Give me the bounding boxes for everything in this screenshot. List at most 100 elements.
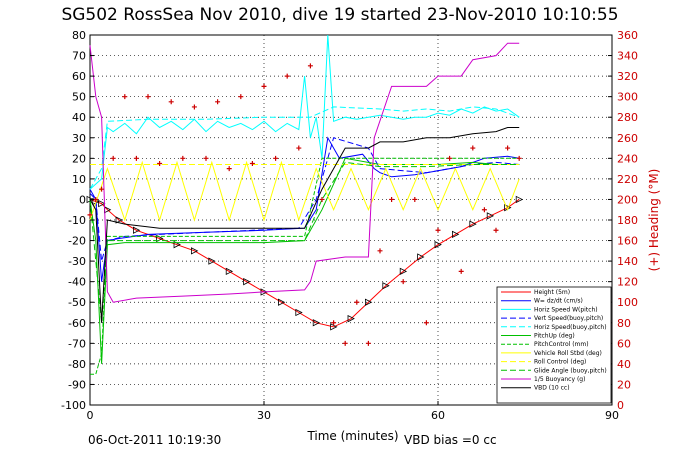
heading-point xyxy=(110,155,116,161)
legend: Height (5m) W= dz/dt (cm/s)Horiz Speed W(… xyxy=(496,286,612,404)
left-tick-label: -80 xyxy=(68,358,86,371)
height-marker xyxy=(278,298,286,306)
series-line-w xyxy=(89,136,520,282)
right-tick-label: 80 xyxy=(617,317,631,330)
grid xyxy=(90,35,612,405)
left-tick-label: -30 xyxy=(68,255,86,268)
heading-point xyxy=(238,94,244,100)
height-marker xyxy=(452,230,460,239)
heading-point xyxy=(354,299,360,305)
left-tick-label: -70 xyxy=(68,337,86,350)
height-marker xyxy=(191,247,199,255)
x-tick-label: 60 xyxy=(431,409,445,422)
height-marker xyxy=(295,308,303,317)
height-marker xyxy=(98,199,106,208)
heading-point xyxy=(319,196,325,202)
height-marker xyxy=(115,216,123,224)
heading-point xyxy=(168,99,174,105)
x-tick-label: 0 xyxy=(87,409,94,422)
right-axis-ticks: 3603403203002802602402202001801601401201… xyxy=(608,29,638,412)
right-tick-label: 360 xyxy=(617,29,638,42)
series-line-horz_w xyxy=(89,34,520,190)
right-tick-label: 340 xyxy=(617,50,638,63)
height-marker xyxy=(225,267,234,276)
legend-label-vert_buoy: Vert Speed(buoy,pitch) xyxy=(534,315,603,322)
heading-point xyxy=(261,83,267,89)
heading-point xyxy=(226,166,232,172)
left-tick-label: 70 xyxy=(72,50,86,63)
legend-label-height: Height (5m) xyxy=(534,289,570,296)
x-tick-label: 30 xyxy=(257,409,271,422)
heading-point xyxy=(122,94,128,100)
left-tick-label: 30 xyxy=(72,132,86,145)
heading-point xyxy=(423,320,429,326)
heading-point xyxy=(516,155,522,161)
height-marker xyxy=(243,278,251,286)
height-marker xyxy=(417,253,425,261)
legend-label-vehicle_roll: Vehicle Roll Stbd (deg) xyxy=(534,350,602,357)
heading-point xyxy=(458,268,464,274)
right-tick-label: 140 xyxy=(617,255,638,268)
heading-point xyxy=(133,155,139,161)
height-marker xyxy=(399,267,408,276)
heading-point xyxy=(342,340,348,346)
x-axis-label: Time (minutes) xyxy=(306,429,398,443)
series-line-buoyancy xyxy=(89,42,520,303)
left-tick-label: 50 xyxy=(72,91,86,104)
heading-point xyxy=(203,155,209,161)
left-tick-label: 60 xyxy=(72,70,86,83)
right-tick-label: 260 xyxy=(617,132,638,145)
right-axis-label: (+) Heading (°M) xyxy=(647,169,661,272)
heading-point xyxy=(400,279,406,285)
heading-point xyxy=(505,145,511,151)
right-tick-label: 320 xyxy=(617,70,638,83)
heading-point xyxy=(481,207,487,213)
height-marker xyxy=(208,257,216,265)
legend-label-horz_w: Horiz Speed W(pitch) xyxy=(534,306,598,313)
x-tick-label: 90 xyxy=(605,409,619,422)
heading-point xyxy=(157,160,163,166)
height-marker xyxy=(173,241,181,249)
right-tick-label: 240 xyxy=(617,152,638,165)
left-tick-label: -100 xyxy=(61,399,86,412)
heading-point xyxy=(99,186,105,192)
height-marker xyxy=(434,241,442,249)
right-tick-label: 160 xyxy=(617,235,638,248)
heading-point xyxy=(93,196,99,202)
legend-label-vbd: VBD (10 cc) xyxy=(534,385,570,392)
heading-point xyxy=(377,248,383,254)
legend-box xyxy=(496,286,612,404)
right-tick-label: 300 xyxy=(617,91,638,104)
heading-point xyxy=(331,320,337,326)
left-axis-ticks: 80 70 60 50 40 30 20 10 0 -10 -20 -30 -40 -50 -60 -70 -8… xyxy=(61,29,94,412)
height-marker xyxy=(312,319,321,327)
heading-point xyxy=(389,196,395,202)
left-tick-label: 20 xyxy=(72,152,86,165)
right-tick-label: 20 xyxy=(617,378,631,391)
height-marker xyxy=(365,298,373,306)
heading-point xyxy=(412,196,418,202)
left-tick-label: 80 xyxy=(72,29,86,42)
heading-point xyxy=(191,104,197,110)
height-marker xyxy=(156,234,164,243)
series-line-vehicle_roll xyxy=(89,160,520,222)
left-tick-label: -90 xyxy=(68,378,86,391)
left-tick-label: 10 xyxy=(72,173,86,186)
left-tick-label: -10 xyxy=(68,214,86,227)
left-tick-label: -40 xyxy=(68,276,86,289)
series-line-height xyxy=(89,198,520,328)
left-tick-label: -50 xyxy=(68,296,86,309)
series-layer xyxy=(86,34,524,375)
heading-point xyxy=(273,155,279,161)
legend-label-roll_ctl: Roll Control (deg) xyxy=(534,359,586,366)
heading-point xyxy=(296,145,302,151)
height-marker xyxy=(515,195,524,204)
height-marker xyxy=(347,315,355,323)
height-marker xyxy=(133,226,141,234)
legend-label-w: W= dz/dt (cm/s) xyxy=(534,298,583,305)
footer-vbd-bias: VBD bias =0 cc xyxy=(404,433,497,447)
right-tick-label: 280 xyxy=(617,111,638,124)
left-tick-label: 0 xyxy=(79,193,86,206)
height-marker xyxy=(330,323,338,331)
